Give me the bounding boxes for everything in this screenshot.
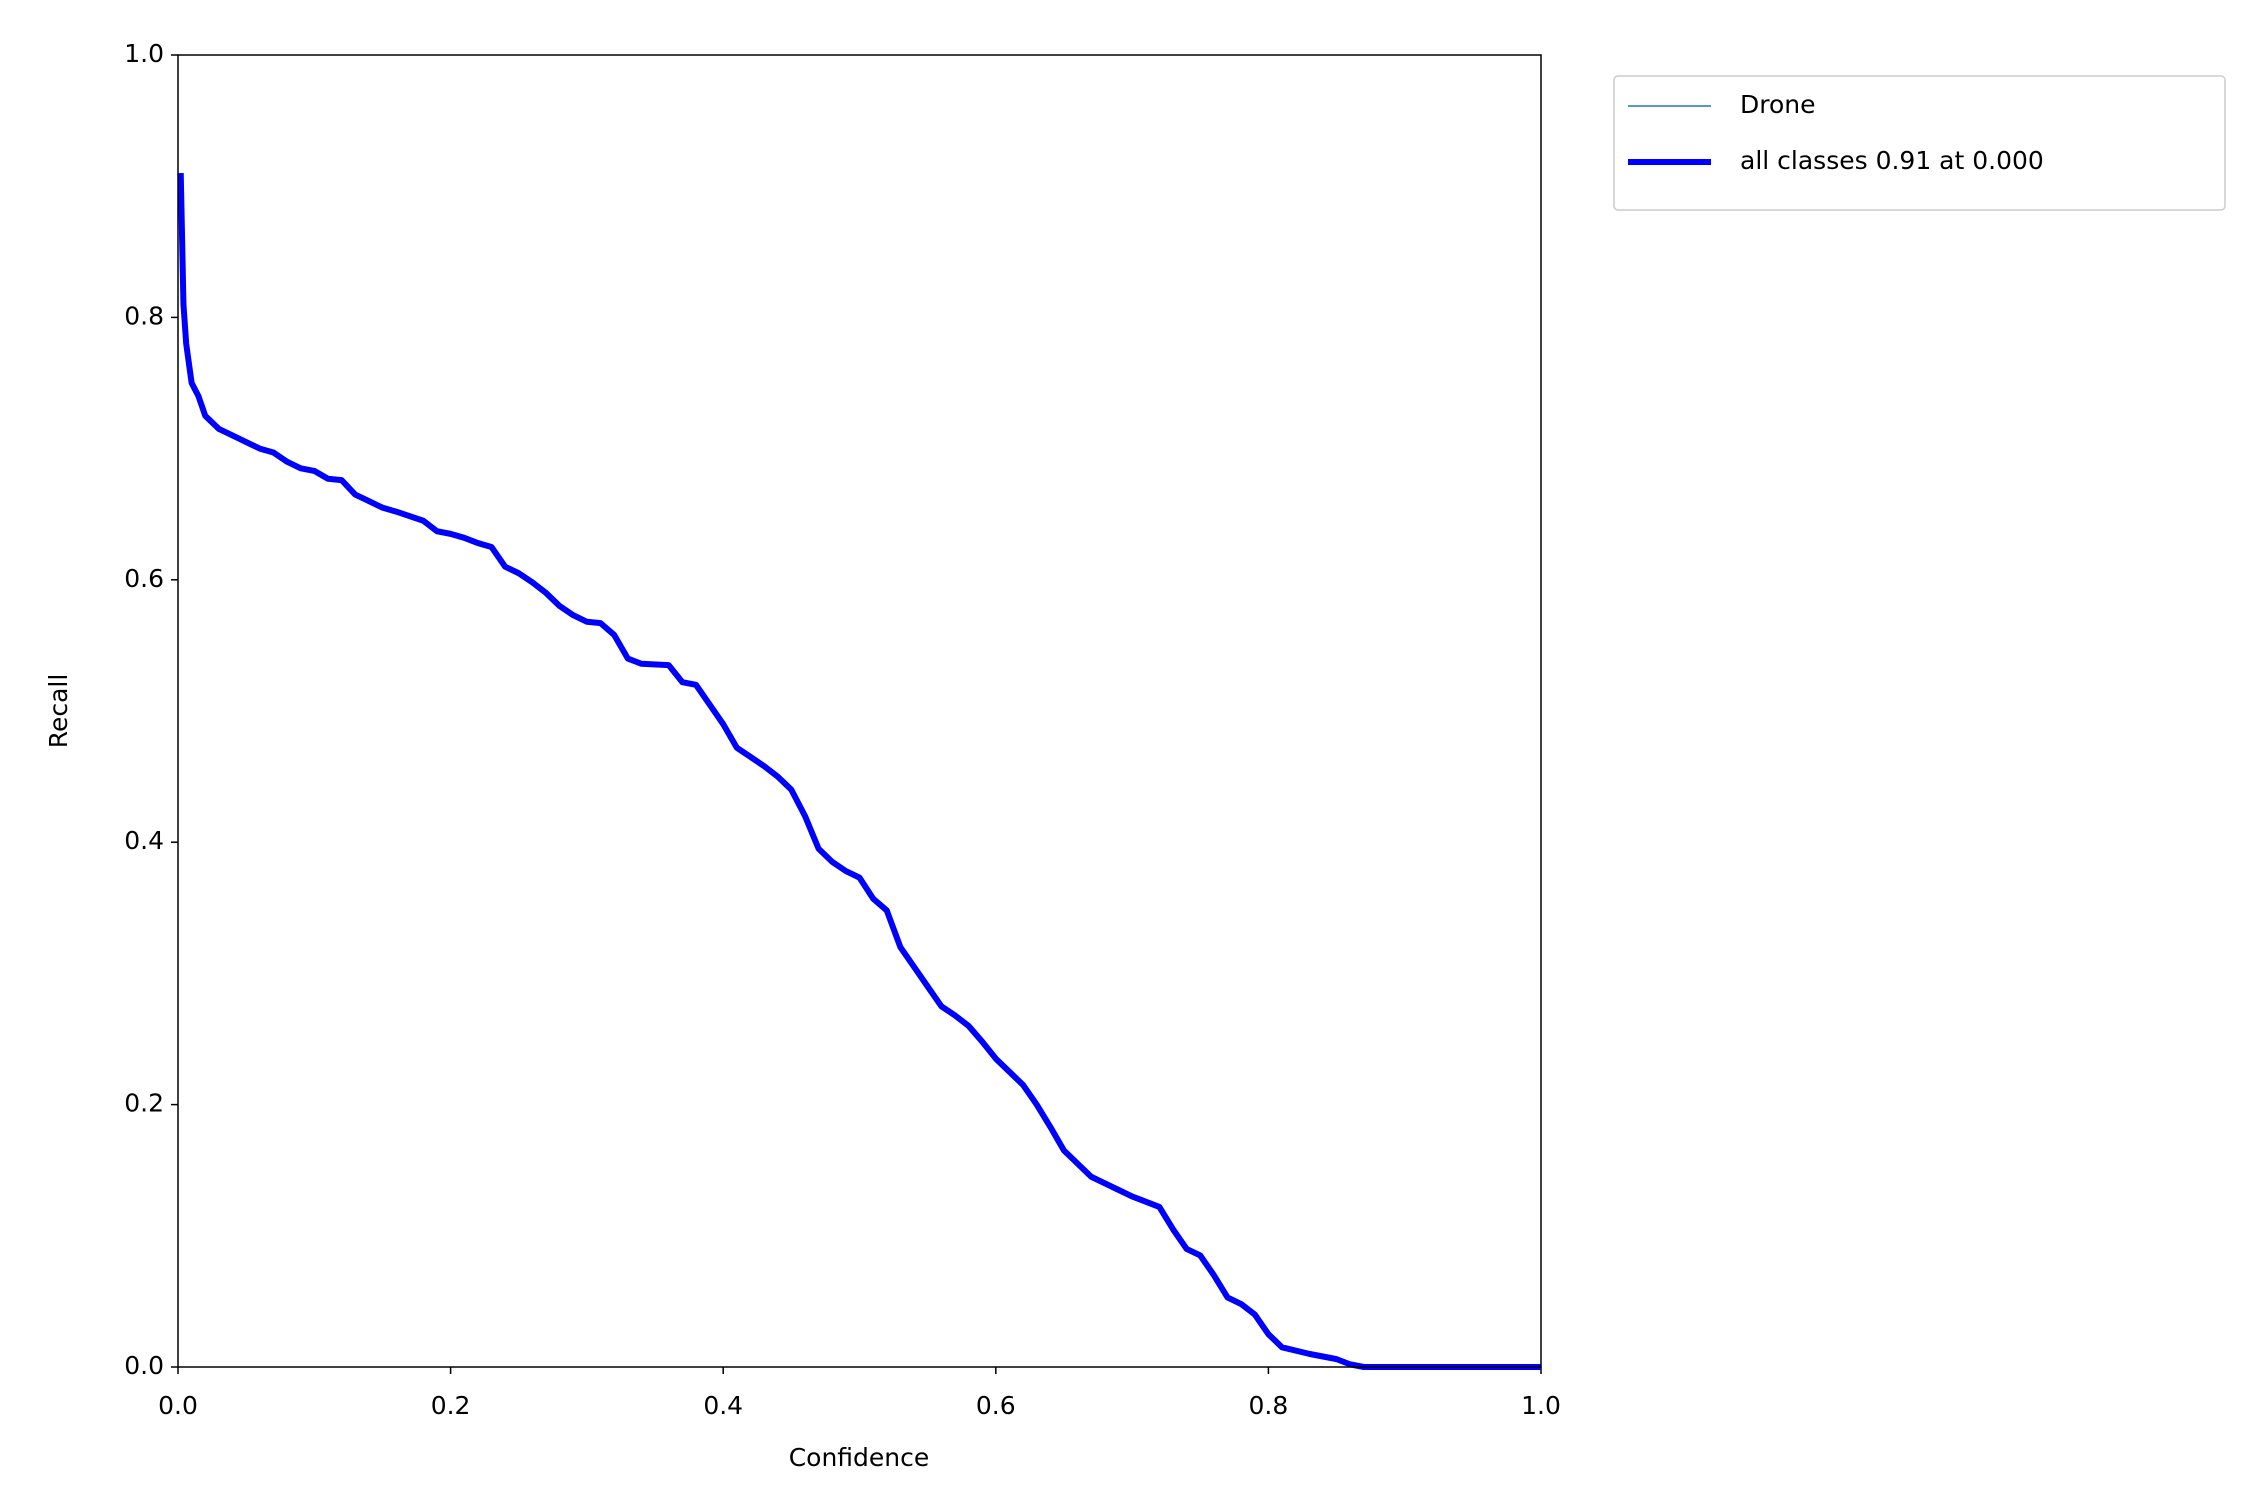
legend: Drone all classes 0.91 at 0.000 (1613, 75, 2226, 211)
x-tick-label: 1.0 (1521, 1391, 1561, 1420)
x-axis-label: Confidence (789, 1443, 930, 1472)
plot-frame (177, 54, 1542, 1368)
y-tick-label: 0.4 (124, 826, 164, 855)
legend-label: Drone (1740, 90, 1816, 119)
x-tick-label: 0.0 (158, 1391, 198, 1420)
y-tick-label: 1.0 (124, 39, 164, 68)
x-tick-label: 0.8 (1249, 1391, 1289, 1420)
legend-box (1613, 75, 2226, 211)
series-line (179, 173, 1541, 1368)
y-tick-label: 0.2 (124, 1089, 164, 1118)
series-line (177, 173, 1541, 1370)
y-axis-label: Recall (44, 674, 73, 749)
x-tick-label: 0.6 (976, 1391, 1016, 1420)
x-tick-label: 0.2 (431, 1391, 471, 1420)
y-tick-label: 0.8 (124, 301, 164, 330)
y-tick-label: 0.6 (124, 564, 164, 593)
x-tick-label: 0.4 (703, 1391, 743, 1420)
y-tick-label: 0.0 (124, 1351, 164, 1380)
legend-label: all classes 0.91 at 0.000 (1740, 146, 2044, 175)
